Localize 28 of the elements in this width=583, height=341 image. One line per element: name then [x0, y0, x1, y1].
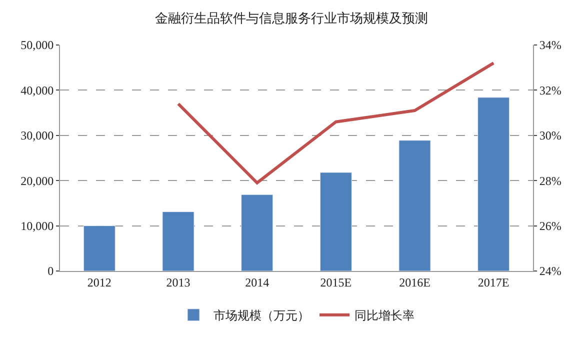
x-tick-label: 2017E — [478, 275, 510, 290]
legend-label: 市场规模（万元） — [214, 308, 310, 323]
legend-label: 同比增长率 — [354, 308, 414, 323]
y-tick-label: 50,000 — [20, 38, 54, 52]
bar — [241, 194, 274, 271]
y-tick-label: 10,000 — [20, 219, 54, 233]
y-tick-label: 20,000 — [20, 174, 54, 188]
bar — [83, 226, 116, 271]
bar — [478, 97, 510, 271]
y2-tick-label: 24% — [539, 264, 562, 278]
y2-tick-label: 34% — [539, 38, 562, 52]
y2-tick-label: 26% — [539, 219, 562, 233]
x-tick-label: 2013 — [166, 275, 190, 290]
y2-tick-label: 30% — [539, 128, 562, 143]
x-tick-label: 2014 — [245, 275, 270, 290]
bar — [162, 212, 194, 271]
bar — [320, 172, 352, 271]
y-tick-label: 30,000 — [20, 128, 54, 143]
x-tick-label: 2012 — [87, 275, 112, 290]
x-tick-label: 2015E — [320, 275, 352, 290]
y-tick-label: 40,000 — [20, 83, 54, 98]
y2-tick-label: 28% — [539, 174, 562, 188]
bar — [398, 140, 431, 271]
line-series — [176, 62, 496, 184]
chart-title: 金融衍生品软件与信息服务行业市场规模及预测 — [155, 10, 428, 26]
x-tick-label: 2016E — [399, 275, 430, 290]
y2-tick-label: 32% — [539, 83, 562, 98]
y-tick-label: 0 — [48, 264, 54, 278]
